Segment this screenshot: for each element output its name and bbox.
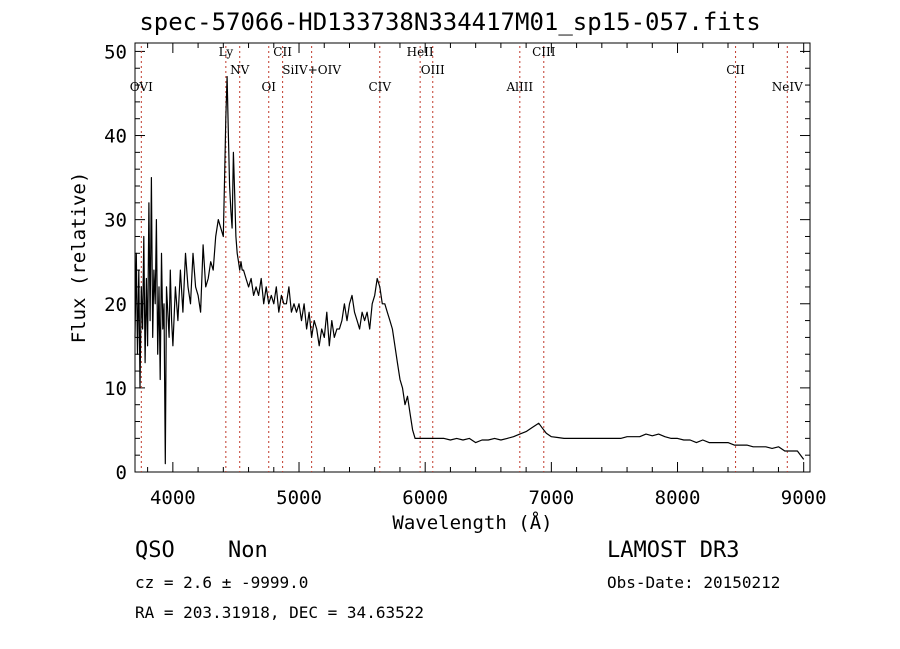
- spectrum-series: [134, 76, 805, 465]
- y-tick-label: 40: [104, 126, 127, 148]
- plot-frame: [134, 42, 811, 473]
- y-axis-label: Flux (relative): [68, 172, 90, 344]
- x-tick-label: 7000: [528, 487, 574, 509]
- y-tick-label: 0: [116, 462, 127, 484]
- redshift-text: cz = 2.6 ± -9999.0: [135, 573, 309, 592]
- x-tick-label: 9000: [781, 487, 827, 509]
- line-marker-label: NeIV: [772, 80, 803, 94]
- line-marker-label: CII: [273, 45, 292, 59]
- line-marker-label: NV: [230, 63, 250, 77]
- line-marker-label: Ly: [219, 45, 234, 59]
- line-marker-label: AlIII: [505, 80, 533, 94]
- x-axis-label: Wavelength (Å): [392, 511, 552, 534]
- line-marker-label: CII: [726, 63, 745, 77]
- x-tick-label: 5000: [276, 487, 322, 509]
- y-tick-label: 20: [104, 294, 127, 316]
- x-tick-label: 6000: [402, 487, 448, 509]
- observation-date: Obs-Date: 20150212: [607, 573, 781, 592]
- x-tick-label: 8000: [655, 487, 701, 509]
- line-marker-label: SiIV+OIV: [282, 63, 341, 77]
- x-tick-label: 4000: [150, 487, 196, 509]
- y-tick-label: 50: [104, 41, 127, 63]
- line-marker-label: OIII: [421, 63, 445, 77]
- line-marker-label: OI: [261, 80, 276, 94]
- line-marker-label: CIII: [532, 45, 556, 59]
- object-subclass: Non: [228, 538, 268, 563]
- survey-name: LAMOST DR3: [607, 538, 740, 563]
- y-tick-label: 30: [104, 210, 127, 232]
- coordinates-text: RA = 203.31918, DEC = 34.63522: [135, 603, 424, 622]
- line-marker-label: OVI: [130, 80, 153, 94]
- line-marker-label: HeII: [407, 45, 434, 59]
- y-tick-label: 10: [104, 378, 127, 400]
- line-marker-label: CIV: [368, 80, 391, 94]
- chart-title: spec-57066-HD133738N334417M01_sp15-057.f…: [139, 8, 761, 36]
- object-class: QSO: [135, 538, 175, 563]
